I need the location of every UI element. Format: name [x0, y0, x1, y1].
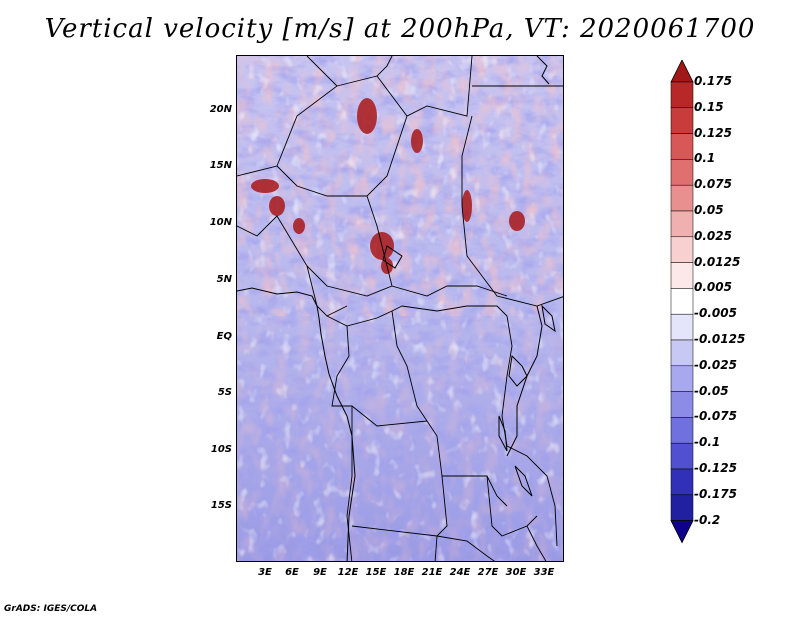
- colorbar-tick-label: 0.15: [694, 99, 724, 114]
- colorbar-tick-label: -0.125: [694, 461, 737, 475]
- map-frame: [236, 55, 564, 562]
- colorbar-tick-label: 0.005: [694, 280, 732, 295]
- colorbar-tick-label: -0.005: [694, 306, 737, 321]
- y-tick-label: EQ: [216, 331, 232, 342]
- y-tick-label: 5S: [217, 387, 232, 398]
- colorbar-cell: [670, 520, 694, 544]
- colorbar-tick-label: -0.175: [694, 486, 737, 501]
- colorbar-cell: [670, 60, 694, 83]
- colorbar: [670, 60, 694, 544]
- x-tick-label: 9E: [313, 567, 327, 578]
- x-tick-label: 3E: [258, 567, 272, 578]
- x-tick-label: 12E: [337, 567, 359, 578]
- colorbar-cell: [670, 236, 694, 263]
- y-tick-label: 5N: [216, 274, 232, 285]
- y-tick-label: 10S: [210, 444, 232, 455]
- colorbar-tick-label: 0.1: [694, 151, 716, 166]
- colorbar-tick-label: -0.075: [694, 409, 737, 424]
- colorbar-tick-label: 0.025: [694, 228, 732, 243]
- x-tick-label: 27E: [477, 567, 499, 578]
- y-tick-label: 15S: [210, 500, 232, 511]
- x-tick-label: 24E: [449, 567, 471, 578]
- lakes: [382, 245, 556, 497]
- colorbar-cell: [670, 442, 694, 470]
- colorbar-cell: [670, 365, 694, 392]
- colorbar-cell: [670, 133, 694, 160]
- colorbar-tick-label: -0.0125: [694, 332, 746, 346]
- plot-title: Vertical velocity [m/s] at 200hPa, VT: 2…: [44, 14, 756, 44]
- colorbar-tick-label: 0.05: [694, 203, 724, 217]
- velocity-field: [237, 56, 563, 561]
- colorbar-tick-label: -0.2: [694, 512, 721, 527]
- colorbar-tick-label: 0.175: [694, 74, 732, 88]
- colorbar-cell: [670, 210, 694, 238]
- x-tick-label: 18E: [393, 567, 415, 578]
- y-tick-label: 20N: [209, 104, 232, 115]
- colorbar-cell: [670, 184, 694, 212]
- colorbar-tick-label: -0.025: [694, 357, 737, 372]
- colorbar-cell: [670, 107, 694, 134]
- y-tick-label: 15N: [209, 160, 232, 171]
- colorbar-cell: [670, 288, 694, 315]
- colorbar-cell: [670, 494, 694, 521]
- strong-updraft-cells: [251, 98, 525, 274]
- colorbar-tick-label: -0.1: [694, 435, 721, 450]
- colorbar-cell: [670, 391, 694, 418]
- colorbar-cell: [670, 313, 694, 341]
- colorbar-cell: [670, 262, 694, 289]
- colorbar-tick-label: 0.125: [694, 125, 732, 140]
- colorbar-cell: [670, 417, 694, 444]
- x-tick-label: 21E: [421, 567, 443, 578]
- x-tick-label: 33E: [533, 567, 555, 578]
- colorbar-cell: [670, 81, 694, 109]
- colorbar-cell: [670, 468, 694, 496]
- y-tick-label: 10N: [209, 217, 232, 228]
- colorbar-tick-label: 0.075: [694, 177, 732, 192]
- x-tick-label: 30E: [505, 567, 527, 578]
- footer-credit: GrADS: IGES/COLA: [4, 604, 98, 614]
- colorbar-tick-label: 0.0125: [694, 254, 741, 269]
- colorbar-tick-label: -0.05: [694, 383, 729, 398]
- x-tick-label: 6E: [285, 567, 299, 578]
- colorbar-cell: [670, 339, 694, 367]
- x-tick-label: 15E: [365, 567, 387, 578]
- country-borders: [237, 56, 563, 561]
- colorbar-cell: [670, 159, 694, 186]
